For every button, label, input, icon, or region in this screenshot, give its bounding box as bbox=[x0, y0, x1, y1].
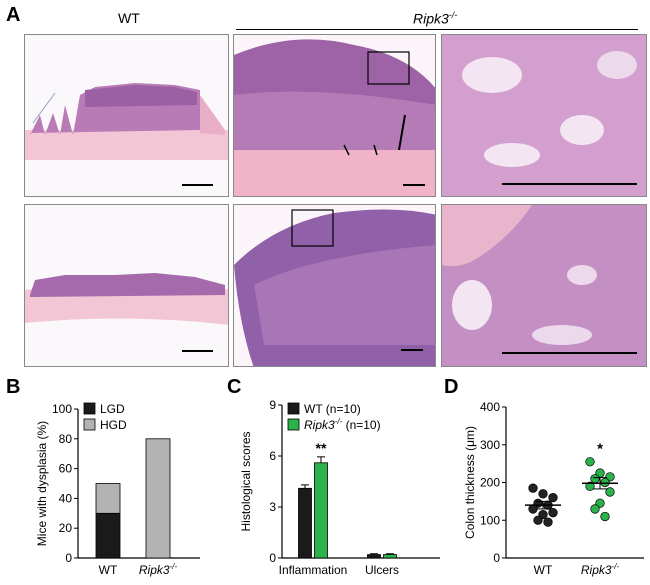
chart-c-bar-0-0 bbox=[298, 487, 312, 559]
ko-header-rule bbox=[236, 29, 638, 30]
micrograph-ko-2 bbox=[233, 204, 436, 367]
chart-b-bar-0-0 bbox=[95, 512, 121, 559]
chart-c-bar-0-1 bbox=[367, 554, 381, 559]
chart-b-y-tick-label: 20 bbox=[59, 521, 73, 535]
chart-c-legend-label: Ripk3-/- (n=10) bbox=[304, 417, 381, 432]
chart-d-point-1-5 bbox=[585, 481, 595, 491]
chart-b-x-label: Ripk3-/- bbox=[139, 562, 178, 577]
chart-d-y-label: Colon thickness (μm) bbox=[463, 426, 477, 539]
chart-d-point-0-9 bbox=[543, 517, 553, 527]
chart-d-x-label: Ripk3-/- bbox=[581, 562, 620, 577]
chart-c-y-tick-label: 6 bbox=[269, 449, 276, 463]
chart-b-y-tick-label: 80 bbox=[59, 432, 73, 446]
chart-c-bar-1-1 bbox=[383, 554, 397, 559]
scale-bar bbox=[182, 350, 213, 352]
chart-c-legend-swatch bbox=[287, 418, 300, 431]
chart-b-legend-swatch bbox=[83, 418, 96, 431]
chart-d-point-1-8 bbox=[590, 504, 600, 514]
scale-bar bbox=[401, 349, 423, 351]
chart-d-point-0-2 bbox=[548, 492, 558, 503]
chart-d-point-0-1 bbox=[538, 489, 548, 499]
chart-b-y-tick-label: 40 bbox=[59, 491, 73, 505]
chart-c-legend-swatch bbox=[287, 402, 300, 415]
chart-c-y-tick-label: 9 bbox=[269, 398, 276, 412]
chart-b-bar-1-1 bbox=[145, 438, 171, 559]
chart-b-y-tick-label: 100 bbox=[52, 402, 72, 416]
chart-d-point-1-9 bbox=[600, 511, 610, 522]
chart-d-y-tick-label: 400 bbox=[480, 400, 500, 414]
micrograph-ko-1 bbox=[233, 34, 436, 197]
micrograph-ko-1-zoom bbox=[441, 34, 647, 197]
chart-b-legend-label: LGD bbox=[100, 402, 125, 416]
chart-d-y-tick-label: 200 bbox=[480, 476, 500, 490]
panel-label-b: B bbox=[6, 376, 21, 398]
chart-d-significance: * bbox=[597, 441, 603, 458]
wt-header: WT bbox=[118, 10, 140, 26]
chart-b-legend-label: HGD bbox=[100, 418, 127, 432]
chart-b-bar-1-0 bbox=[95, 483, 121, 514]
chart-d-point-0-6 bbox=[548, 508, 558, 518]
scale-bar bbox=[403, 184, 425, 186]
chart-d-point-0-8 bbox=[533, 515, 543, 525]
chart-d-y-tick-label: 0 bbox=[493, 551, 500, 565]
chart-d-y-tick-label: 100 bbox=[480, 513, 500, 527]
chart-d-x-label: WT bbox=[534, 563, 553, 577]
chart-c-x-label: Ulcers bbox=[365, 563, 399, 577]
zoom-box bbox=[367, 51, 410, 85]
chart-c-bar-1-0 bbox=[314, 462, 328, 559]
ko-header: Ripk3-/- bbox=[413, 10, 458, 27]
chart-b-x-label: WT bbox=[99, 563, 118, 577]
chart-c-y-tick-label: 3 bbox=[269, 500, 276, 514]
chart-d-point-1-0 bbox=[585, 457, 595, 467]
chart-b-legend-swatch bbox=[83, 402, 96, 415]
chart-c-legend-label: WT (n=10) bbox=[304, 402, 361, 416]
chart-d-point-1-6 bbox=[605, 487, 615, 497]
micrograph-wt-2 bbox=[24, 204, 229, 367]
zoom-box bbox=[291, 209, 334, 247]
chart-c-y-label: Histological scores bbox=[239, 431, 253, 531]
panel-label-a: A bbox=[6, 4, 21, 26]
chart-b-y-tick-label: 60 bbox=[59, 462, 73, 476]
micrograph-wt-1 bbox=[24, 34, 229, 197]
chart-b-y-tick-label: 0 bbox=[65, 551, 72, 565]
panel-label-d: D bbox=[444, 376, 459, 398]
panel-label-c: C bbox=[227, 376, 242, 398]
chart-d-point-1-3 bbox=[590, 474, 600, 484]
chart-c: 0 3 6 9 Histological scores Inflammation Ulcer… bbox=[239, 398, 440, 577]
chart-c-x-label: Inflammation bbox=[279, 563, 348, 577]
chart-d-point-1-4 bbox=[600, 477, 610, 488]
scale-bar bbox=[502, 183, 637, 185]
chart-c-significance: ** bbox=[316, 440, 327, 456]
chart-d-point-0-0 bbox=[528, 483, 538, 493]
scale-bar bbox=[502, 352, 637, 354]
scale-bar bbox=[182, 184, 213, 186]
chart-b-y-label: Mice with dysplasia (%) bbox=[35, 421, 49, 546]
chart-d-y-tick-label: 300 bbox=[480, 438, 500, 452]
micrograph-ko-2-zoom bbox=[441, 204, 647, 367]
chart-c-y-tick-label: 0 bbox=[269, 551, 276, 565]
